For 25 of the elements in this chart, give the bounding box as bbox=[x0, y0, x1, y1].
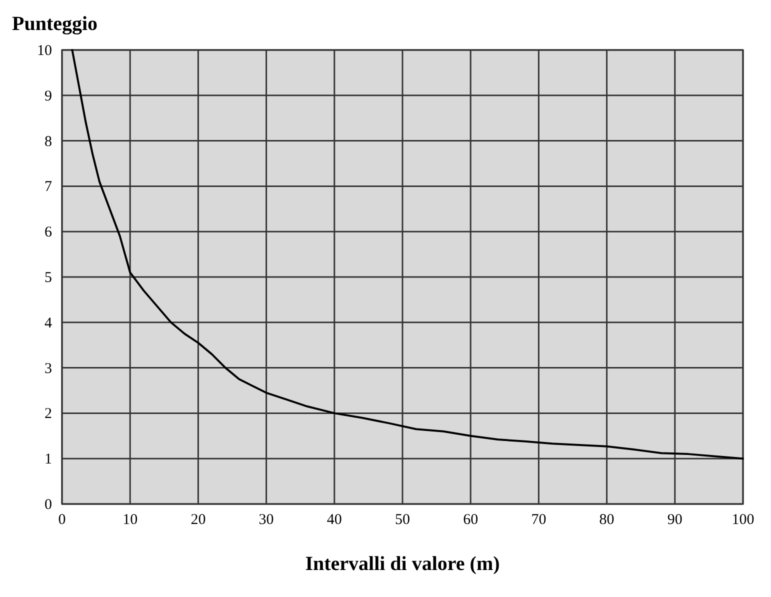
y-tick-label: 4 bbox=[44, 315, 52, 332]
y-tick-label: 10 bbox=[37, 43, 52, 59]
x-tick-label: 70 bbox=[531, 512, 546, 528]
y-tick-label: 9 bbox=[44, 88, 52, 104]
y-tick-label: 2 bbox=[44, 406, 52, 422]
x-tick-label: 10 bbox=[122, 512, 138, 528]
x-tick-label: 20 bbox=[190, 512, 206, 528]
x-tick-label: 90 bbox=[667, 512, 682, 528]
x-tick-label: 0 bbox=[58, 512, 66, 528]
x-tick-label: 50 bbox=[395, 512, 410, 528]
x-tick-label: 30 bbox=[258, 512, 274, 528]
x-axis-title: Intervalli di valore (m) bbox=[305, 553, 500, 575]
x-tick-label: 80 bbox=[599, 512, 614, 528]
line-series bbox=[71, 49, 744, 460]
y-tick-label: 7 bbox=[44, 179, 52, 196]
y-axis-title: Punteggio bbox=[12, 13, 98, 35]
y-tick-label: 1 bbox=[44, 452, 52, 468]
y-tick-label: 8 bbox=[44, 134, 52, 150]
y-tick-label: 0 bbox=[44, 497, 52, 513]
y-tick-label: 5 bbox=[44, 270, 52, 286]
y-tick-label: 6 bbox=[44, 224, 52, 241]
y-tick-label: 3 bbox=[44, 360, 52, 377]
x-tick-label: 100 bbox=[732, 512, 754, 528]
x-tick-label: 40 bbox=[326, 512, 342, 528]
x-tick-label: 60 bbox=[463, 512, 478, 528]
